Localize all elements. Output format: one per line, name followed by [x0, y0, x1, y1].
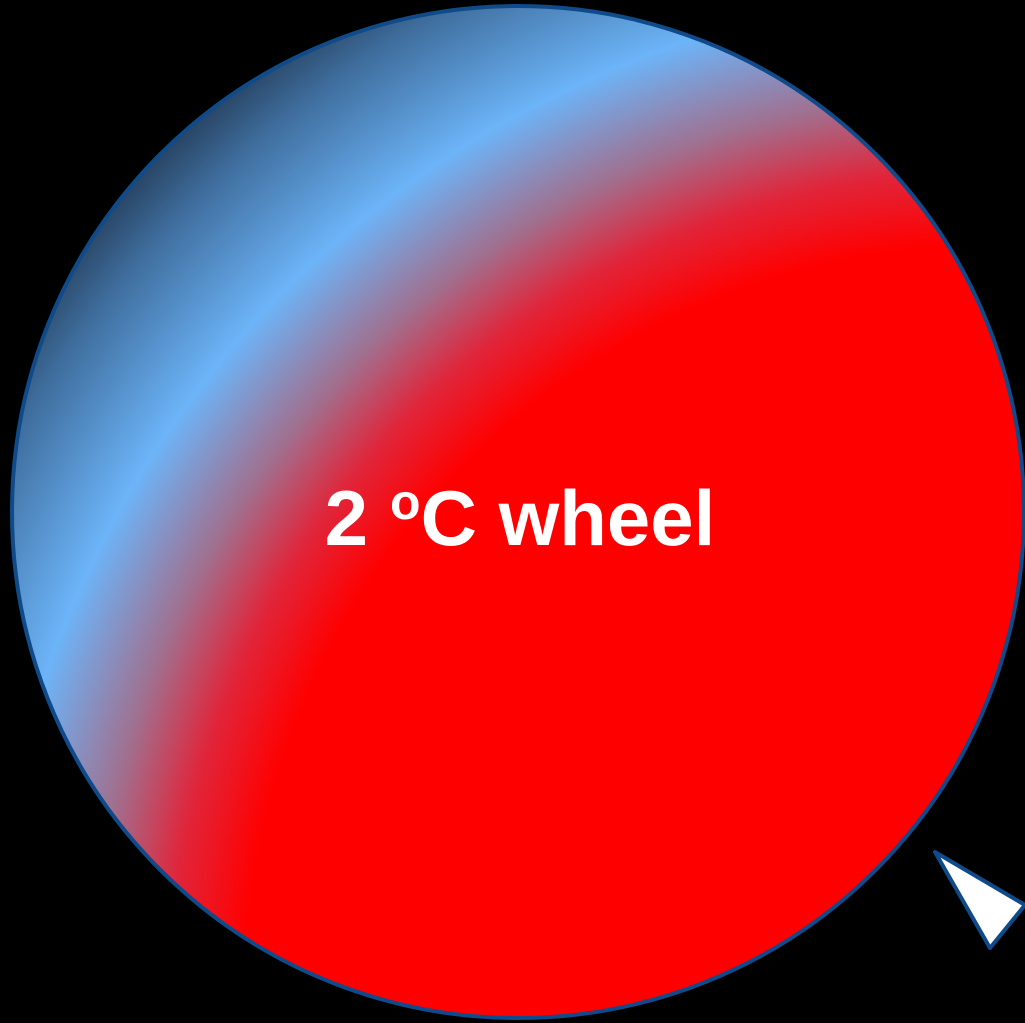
pointer: [933, 850, 1025, 950]
label-degree: o: [390, 474, 421, 530]
wheel-label: 2 oC wheel: [325, 474, 716, 562]
label-number: 2: [325, 474, 368, 562]
label-unit: C wheel: [421, 474, 716, 562]
wheel[interactable]: [10, 4, 1025, 1020]
